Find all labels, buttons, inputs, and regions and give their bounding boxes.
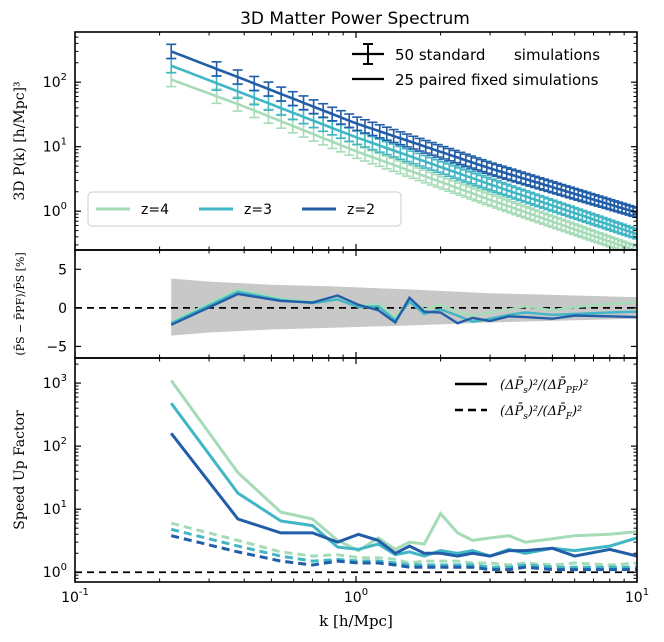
tick-exponent: 0 xyxy=(362,587,368,598)
tick-base: 10 xyxy=(43,204,61,220)
panel-relative-difference: −5 0 5 (P̄S − P̄PF)/P̄S [%] xyxy=(14,249,638,359)
x-tick-label: 101 xyxy=(625,587,649,606)
legend-subscript: s xyxy=(523,386,528,396)
series-line-z=3 xyxy=(170,64,637,236)
legend-label-z=3: z=3 xyxy=(244,202,272,218)
tick-exponent: 1 xyxy=(61,137,67,148)
legend-text: (ΔP̄ xyxy=(500,377,523,393)
y-tick-label: −5 xyxy=(46,339,67,355)
legend-redshift: z=4 z=3 z=2 xyxy=(87,191,402,227)
tick-exponent: 2 xyxy=(61,436,67,447)
legend-label-z=2: z=2 xyxy=(347,202,375,218)
legend-label-paired-fixed: 25 paired fixed simulations xyxy=(395,71,599,89)
legend-speedup: (ΔP̄s)²/(ΔP̄PF)²(ΔP̄s)²/(ΔP̄F)² xyxy=(455,377,588,422)
tick-base: 10 xyxy=(344,590,362,606)
y-tick-label: 101 xyxy=(43,137,67,156)
legend-label-z=4: z=4 xyxy=(141,202,169,218)
legend-box xyxy=(87,191,402,227)
tick-base: 10 xyxy=(43,376,61,392)
series-errorbars-z=3 xyxy=(166,57,637,240)
x-tick-label: 100 xyxy=(344,587,368,606)
series-line-z=3-paired-fixed xyxy=(169,402,638,558)
tick-base: 10 xyxy=(61,590,79,606)
y-tick-label: 102 xyxy=(43,436,67,455)
y-axis-label: 3D P(k) [h/Mpc]³ xyxy=(12,81,28,200)
tick-exponent: 0 xyxy=(61,562,67,573)
y-axis-label: (P̄S − P̄PF)/P̄S [%] xyxy=(14,252,27,355)
legend-subscript: s xyxy=(523,412,528,422)
legend-text: (ΔP̄ xyxy=(500,403,523,419)
x-axis-label: k [h/Mpc] xyxy=(319,612,393,630)
legend-simulations: 50 standard simulations 25 paired fixed s… xyxy=(352,43,600,89)
tick-base: 10 xyxy=(43,565,61,581)
series-line-z=2-fixed xyxy=(170,534,637,572)
y-tick-label: 101 xyxy=(43,499,67,518)
tick-base: 10 xyxy=(43,75,61,91)
y-tick-label: 0 xyxy=(58,301,67,317)
chart-title: 3D Matter Power Spectrum xyxy=(240,9,470,29)
legend-text: )²/(ΔP̄ xyxy=(527,377,566,393)
tick-exponent: 3 xyxy=(61,373,67,384)
series-errorbars-z=2 xyxy=(166,43,637,219)
legend-label-solid: (ΔP̄s)²/(ΔP̄PF)² xyxy=(500,377,588,396)
tick-base: 10 xyxy=(43,502,61,518)
legend-label-dashed: (ΔP̄s)²/(ΔP̄F)² xyxy=(500,403,582,422)
legend-subscript: PF xyxy=(565,386,579,396)
tick-exponent: 0 xyxy=(61,201,67,212)
legend-text: )²/(ΔP̄ xyxy=(527,403,566,419)
series-line-z=2 xyxy=(170,292,638,326)
tick-base: 10 xyxy=(625,590,643,606)
series-line-z=3-fixed xyxy=(170,527,637,569)
y-tick-label: 102 xyxy=(43,72,67,91)
legend-label-standard: 50 standard simulations xyxy=(395,46,600,64)
legend-text: )² xyxy=(571,404,582,419)
series-line-z=2-paired-fixed xyxy=(170,432,638,558)
tick-exponent: 1 xyxy=(643,587,649,598)
y-tick-label: 5 xyxy=(58,262,67,278)
x-tick-label: 10-1 xyxy=(61,587,89,606)
series-line-z=4 xyxy=(170,78,637,250)
pk-series-group xyxy=(166,43,637,250)
legend-text: )² xyxy=(577,378,588,393)
series-errorbars-z=4 xyxy=(166,71,637,250)
series-line-z=4-fixed xyxy=(170,521,638,567)
y-tick-label: 103 xyxy=(43,373,67,392)
legend-subscript: F xyxy=(565,412,573,422)
tick-exponent: -1 xyxy=(79,587,89,598)
series-line-z=4-paired-fixed xyxy=(169,379,638,553)
y-tick-label: 100 xyxy=(43,201,67,220)
y-axis-label: Speed Up Factor xyxy=(12,410,28,530)
tick-exponent: 1 xyxy=(61,499,67,510)
tick-exponent: 2 xyxy=(61,72,67,83)
tick-base: 10 xyxy=(43,140,61,156)
y-tick-label: 100 xyxy=(43,562,67,581)
series-line-z=2 xyxy=(170,50,637,214)
tick-base: 10 xyxy=(43,439,61,455)
